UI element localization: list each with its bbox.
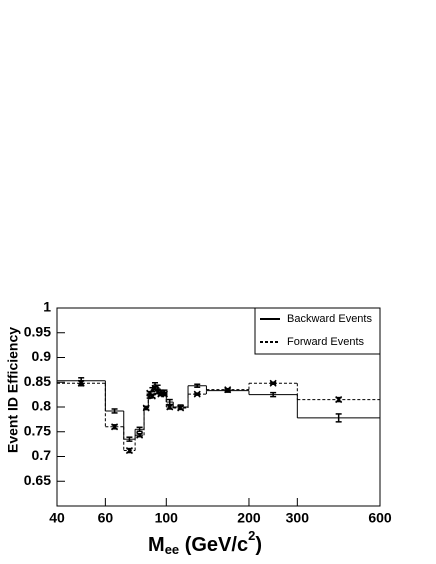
error-bar — [224, 386, 232, 394]
y-tick-label: 0.8 — [32, 398, 52, 414]
error-part — [77, 379, 85, 387]
error-part — [166, 403, 174, 411]
x-label-sup: 2 — [248, 528, 255, 543]
error-bar — [148, 392, 156, 400]
legend-label: Backward Events — [287, 313, 372, 325]
error-part — [125, 447, 133, 455]
x-label-sub: ee — [165, 542, 179, 557]
error-bar — [269, 379, 277, 387]
error-part — [148, 392, 156, 400]
error-part — [335, 396, 343, 404]
error-part — [136, 431, 144, 439]
error-bar — [111, 423, 119, 431]
error-part — [151, 384, 159, 392]
error-bar — [126, 436, 133, 442]
error-part — [160, 390, 169, 398]
error-bar — [125, 447, 133, 455]
y-axis-label: Event ID Efficiency — [5, 327, 21, 453]
x-tick-label: 200 — [237, 510, 261, 526]
x-label-end: ) — [255, 534, 262, 556]
error-part — [269, 379, 277, 387]
x-tick-label: 40 — [49, 510, 65, 526]
y-tick-label: 0.65 — [24, 472, 51, 488]
x-axis-label: Mee (GeV/c2) — [148, 528, 262, 557]
error-part — [224, 386, 232, 394]
error-bar — [77, 379, 85, 387]
legend-box — [254, 307, 381, 355]
y-tick-label: 1 — [43, 299, 51, 315]
y-tick-label: 0.9 — [32, 348, 52, 364]
error-part — [154, 388, 162, 396]
y-tick-label: 0.95 — [24, 323, 51, 339]
error-part — [111, 423, 119, 431]
error-bar — [270, 391, 277, 398]
x-label-rest: (GeV/c — [179, 534, 248, 556]
legend-label: Forward Events — [287, 336, 365, 348]
x-label-main: M — [148, 534, 165, 556]
error-part — [177, 404, 185, 412]
x-tick-label: 300 — [286, 510, 310, 526]
error-bar — [335, 413, 342, 423]
x-tick-label: 600 — [368, 510, 392, 526]
error-bar — [136, 431, 144, 439]
error-bar — [335, 396, 343, 404]
y-tick-label: 0.85 — [24, 373, 51, 389]
error-part — [193, 390, 201, 398]
x-tick-label: 100 — [155, 510, 179, 526]
error-bar — [136, 426, 143, 433]
error-bar — [193, 390, 201, 398]
error-bar — [111, 408, 118, 414]
error-bar — [194, 383, 201, 388]
x-tick-label: 60 — [98, 510, 114, 526]
y-tick-label: 0.75 — [24, 422, 51, 438]
error-bar — [177, 404, 185, 412]
error-bar — [166, 403, 174, 411]
y-tick-label: 0.7 — [32, 447, 52, 463]
